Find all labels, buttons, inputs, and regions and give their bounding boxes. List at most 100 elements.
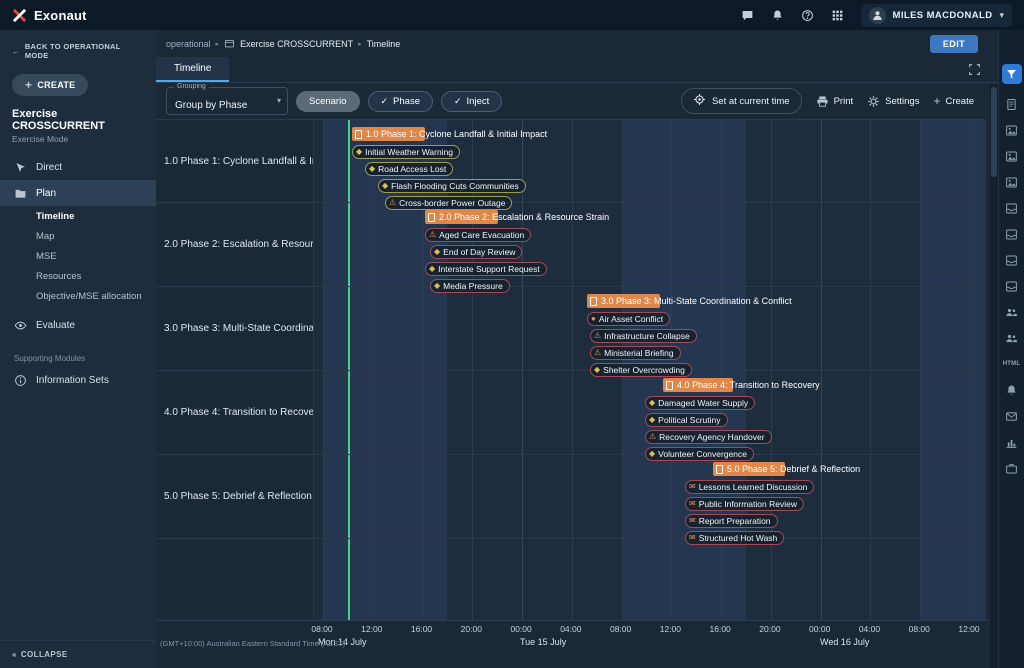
edit-button[interactable]: EDIT [930,35,978,53]
user-menu[interactable]: MILES MACDONALD ▾ [861,4,1012,27]
timeline-canvas[interactable]: 1.0 Phase 1: Cyclone Landfall & Initia..… [156,119,998,620]
fullscreen-icon[interactable] [968,63,982,77]
group-track[interactable]: 1.0 Phase 1: Cyclone Landfall & Initial … [313,120,985,202]
back-to-operational-mode-link[interactable]: ← BACK TO OPERATIONAL MODE [0,30,156,66]
group-track[interactable]: 3.0 Phase 3: Multi-State Coordination & … [313,287,985,370]
bell-icon[interactable] [1001,377,1023,403]
axis-time-label: 04:00 [859,624,880,634]
mail-icon[interactable] [1001,403,1023,429]
briefcase-icon[interactable] [1001,455,1023,481]
timeline-toolbar: Grouping Group by Phase ▾ Scenario ✓ Pha… [156,83,998,119]
image-icon[interactable] [1001,117,1023,143]
inject-chip[interactable]: ◆Initial Weather Warning [352,145,460,159]
filter-chip-phase[interactable]: ✓ Phase [368,91,433,112]
group-track[interactable]: 5.0 Phase 5: Debrief & Reflection ✉Lesson… [313,455,985,538]
chart-icon[interactable] [1001,429,1023,455]
file-icon[interactable] [1001,91,1023,117]
group-track[interactable]: 2.0 Phase 2: Escalation & Resource Strai… [313,203,985,286]
axis-time-label: 12:00 [361,624,382,634]
warning-icon: ⚠ [594,349,601,357]
axis-time-label: 00:00 [809,624,830,634]
inject-chip[interactable]: ●Air Asset Conflict [587,312,670,326]
inject-label: End of Day Review [443,247,515,257]
inject-chip[interactable]: ◆Road Access Lost [365,162,453,176]
inject-label: Flash Flooding Cuts Communities [391,181,519,191]
vertical-scrollbar[interactable] [990,84,998,668]
sidebar-item-objective-mse-allocation[interactable]: Objective/MSE allocation [0,286,156,306]
sidebar-item-direct[interactable]: Direct [0,154,156,180]
image-icon[interactable] [1001,143,1023,169]
chat-icon[interactable] [741,8,755,22]
settings-button[interactable]: Settings [867,95,919,108]
filter-icon[interactable] [1002,64,1022,84]
envelope-icon: ✉ [689,483,696,491]
create-inject-button[interactable]: + Create [933,95,974,107]
time-axis: 08:0012:0016:0020:0000:0004:0008:0012:00… [156,620,998,650]
filter-chip-scenario[interactable]: Scenario [296,91,360,112]
timeline-group-row: 3.0 Phase 3: Multi-State Coordination...… [156,287,985,371]
users-icon[interactable] [1001,325,1023,351]
sidebar-item-plan[interactable]: Plan [0,180,156,206]
phase-bar[interactable]: 4.0 Phase 4: Transition to Recovery [663,378,733,392]
inject-chip[interactable]: ⚠Aged Care Evacuation [425,228,531,242]
sidebar-item-resources[interactable]: Resources [0,266,156,286]
help-icon[interactable] [801,8,815,22]
exercise-title: Exercise CROSSCURRENT [0,106,156,132]
back-arrow-icon: ← [12,47,20,56]
inject-chip[interactable]: ✉Public Information Review [685,497,804,511]
group-track[interactable]: 4.0 Phase 4: Transition to Recovery ◆Dama… [313,371,985,454]
sidebar-item-map[interactable]: Map [0,226,156,246]
inject-chip[interactable]: ⚠Recovery Agency Handover [645,430,772,444]
collapse-sidebar-button[interactable]: « COLLAPSE [0,640,156,668]
tray-icon[interactable] [1001,221,1023,247]
inject-chip[interactable]: ◆End of Day Review [430,245,522,259]
inject-chip[interactable]: ⚠Infrastructure Collapse [590,329,697,343]
notifications-bell-icon[interactable] [771,8,785,22]
inject-chip[interactable]: ✉Structured Hot Wash [685,531,784,545]
apps-grid-icon[interactable] [831,8,845,22]
tray-icon[interactable] [1001,273,1023,299]
inject-chip[interactable]: ✉Lessons Learned Discussion [685,480,814,494]
phase-bar[interactable]: 2.0 Phase 2: Escalation & Resource Strai… [425,210,498,224]
chevrons-left-icon: « [12,650,17,659]
phase-bar[interactable]: 1.0 Phase 1: Cyclone Landfall & Initial … [352,127,425,141]
diamond-icon: ◆ [649,416,655,424]
tab-timeline[interactable]: Timeline [156,57,229,82]
filter-chip-inject[interactable]: ✓ Inject [441,91,502,112]
tray-icon[interactable] [1001,247,1023,273]
breadcrumb-timeline[interactable]: Timeline [367,39,401,49]
inject-chip[interactable]: ◆Damaged Water Supply [645,396,755,410]
create-button[interactable]: + CREATE [12,74,88,96]
inject-chip[interactable]: ◆Interstate Support Request [425,262,547,276]
sidebar-item-timeline[interactable]: Timeline [0,206,156,226]
diamond-icon: ◆ [429,265,435,273]
print-button[interactable]: Print [816,95,854,108]
sidebar-item-information-sets[interactable]: Information Sets [0,367,156,393]
inject-label: Report Preparation [699,516,771,526]
phase-bar[interactable]: 5.0 Phase 5: Debrief & Reflection [713,462,785,476]
breadcrumb-exercise[interactable]: Exercise CROSSCURRENT [240,39,353,49]
set-at-current-time-button[interactable]: Set at current time [681,88,802,114]
exercise-mode-label: Exercise Mode [0,132,156,154]
users-icon[interactable] [1001,299,1023,325]
timeline-group-row: 2.0 Phase 2: Escalation & Resource S...2… [156,203,985,287]
inject-label: Lessons Learned Discussion [699,482,808,492]
image-icon[interactable] [1001,169,1023,195]
axis-time-label: 16:00 [411,624,432,634]
app-name: Exonaut [34,8,87,23]
breadcrumb-operational[interactable]: operational [166,39,211,49]
inject-chip[interactable]: ✉Report Preparation [685,514,778,528]
sidebar-item-evaluate[interactable]: Evaluate [0,312,156,338]
check-icon: ✓ [381,96,389,107]
inject-chip[interactable]: ◆Flash Flooding Cuts Communities [378,179,526,193]
tray-icon[interactable] [1001,195,1023,221]
check-icon: ✓ [454,96,462,107]
chevron-down-icon: ▾ [999,10,1004,21]
inject-chip[interactable]: ◆Political Scrutiny [645,413,728,427]
sidebar-item-mse[interactable]: MSE [0,246,156,266]
scrollbar-thumb[interactable] [991,87,997,177]
phase-bar[interactable]: 3.0 Phase 3: Multi-State Coordination & … [587,294,660,308]
grouping-select[interactable]: Grouping Group by Phase ▾ [166,87,288,115]
html-icon[interactable]: HTML [1001,351,1023,377]
inject-chip[interactable]: ⚠Ministerial Briefing [590,346,681,360]
